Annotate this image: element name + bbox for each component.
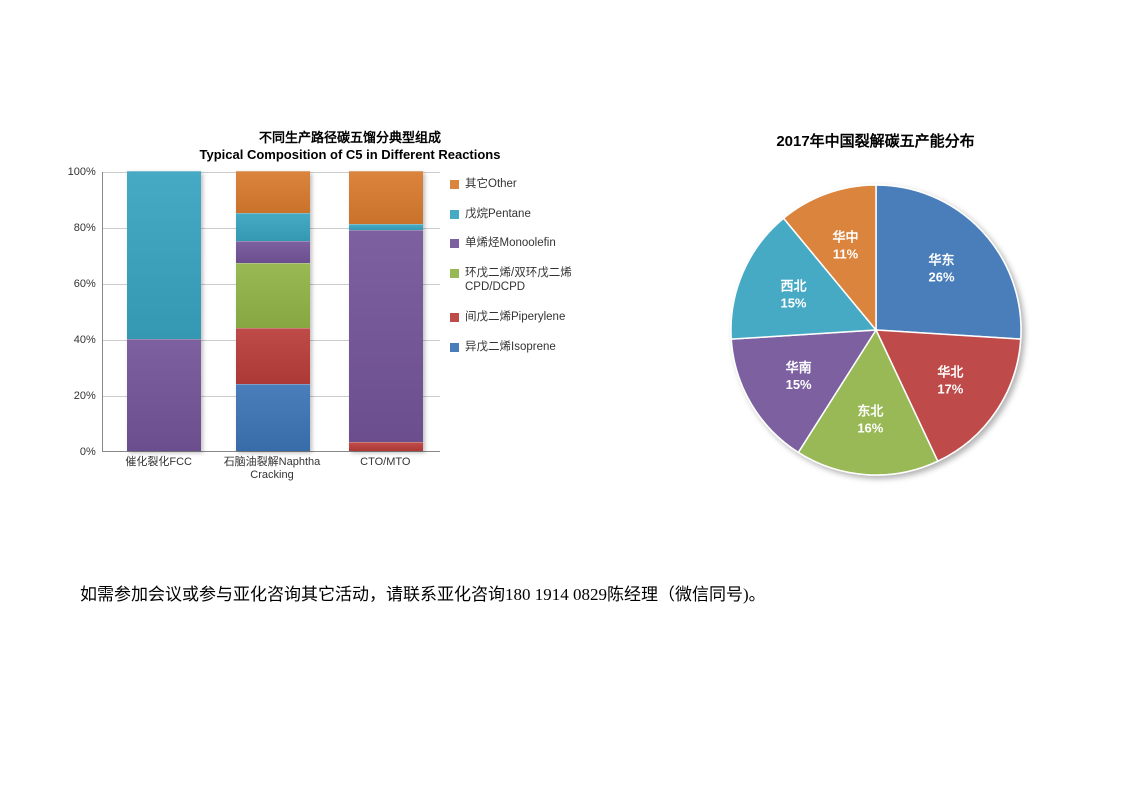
bar-column [127, 171, 201, 451]
pie-chart-title: 2017年中国裂解碳五产能分布 [670, 130, 1081, 151]
bar-segment-piperylene [236, 328, 310, 384]
pie-slice-label: 华南 [785, 360, 811, 375]
legend-item-monoolefin: 单烯烃Monoolefin [450, 237, 640, 251]
bar-y-axis: 0%20%40%60%80%100% [60, 172, 102, 452]
legend-swatch [450, 210, 459, 219]
legend-swatch [450, 343, 459, 352]
bar-segment-other [236, 171, 310, 213]
pie-svg: 华东 26% 华北 17% 东北 16% 华南 15% 西北 15% 华中 11% [676, 165, 1076, 505]
legend-item-other: 其它Other [450, 178, 640, 192]
x-label: CTO/MTO [329, 456, 442, 482]
pie-slice-label: 华中 [832, 229, 858, 244]
bar-segment-monoolefin [127, 339, 201, 451]
bar-segment-cpd [236, 263, 310, 327]
pie-slice-pct: 17% [937, 382, 963, 397]
x-label: 催化裂化FCC [102, 456, 215, 482]
legend-swatch [450, 313, 459, 322]
legend-item-cpd: 环戊二烯/双环戊二烯CPD/DCPD [450, 267, 640, 295]
bar-column [349, 171, 423, 451]
y-tick-label: 60% [74, 278, 96, 290]
legend-item-isoprene: 异戊二烯Isoprene [450, 341, 640, 355]
legend-item-piperylene: 间戊二烯Piperylene [450, 311, 640, 325]
pie-chart: 2017年中国裂解碳五产能分布 华东 26% 华北 17% 东北 16% 华南 15% 西北 15… [670, 130, 1081, 505]
legend-item-pentane: 戊烷Pentane [450, 208, 640, 222]
x-label: 石脑油裂解NaphthaCracking [215, 456, 328, 482]
pie-slice-label: 东北 [857, 404, 883, 419]
bar-plot [102, 172, 440, 452]
bar-chart-title: 不同生产路径碳五馏分典型组成 Typical Composition of C5… [60, 130, 640, 164]
legend-label: 戊烷Pentane [465, 208, 531, 222]
bar-column [236, 171, 310, 451]
legend-swatch [450, 269, 459, 278]
bar-segment-monoolefin [349, 230, 423, 443]
pie-slice-label: 华北 [937, 365, 963, 380]
pie-slice-label: 华东 [928, 252, 954, 267]
footer-text: 如需参加会议或参与亚化咨询其它活动，请联系亚化咨询180 1914 0829陈经… [80, 580, 766, 605]
y-tick-label: 0% [80, 446, 96, 458]
pie-slice-pct: 16% [857, 421, 883, 436]
y-tick-label: 40% [74, 334, 96, 346]
y-tick-label: 100% [68, 166, 96, 178]
pie-slice-pct: 26% [928, 269, 954, 284]
legend-label: 单烯烃Monoolefin [465, 237, 556, 251]
bar-segment-pentane [127, 171, 201, 339]
legend-swatch [450, 239, 459, 248]
bar-segment-isoprene [236, 384, 310, 451]
pie-slice-pct: 11% [832, 246, 858, 261]
bar-segment-piperylene [349, 442, 423, 450]
pie-slice-pct: 15% [785, 377, 811, 392]
bar-legend: 其它Other 戊烷Pentane 单烯烃Monoolefin 环戊二烯/双环戊二烯C… [440, 172, 640, 452]
stacked-bar-chart: 不同生产路径碳五馏分典型组成 Typical Composition of C5… [60, 130, 640, 505]
bar-segment-other [349, 171, 423, 224]
bar-segment-pentane [236, 213, 310, 241]
y-tick-label: 80% [74, 222, 96, 234]
legend-label: 间戊二烯Piperylene [465, 311, 565, 325]
bar-x-labels: 催化裂化FCC石脑油裂解NaphthaCrackingCTO/MTO [102, 456, 442, 482]
legend-label: 异戊二烯Isoprene [465, 341, 556, 355]
pie-slice-pct: 15% [780, 295, 806, 310]
legend-swatch [450, 180, 459, 189]
legend-label: 其它Other [465, 178, 517, 192]
legend-label: 环戊二烯/双环戊二烯CPD/DCPD [465, 267, 572, 295]
bar-segment-monoolefin [236, 241, 310, 263]
pie-slice-label: 西北 [780, 278, 806, 293]
y-tick-label: 20% [74, 390, 96, 402]
